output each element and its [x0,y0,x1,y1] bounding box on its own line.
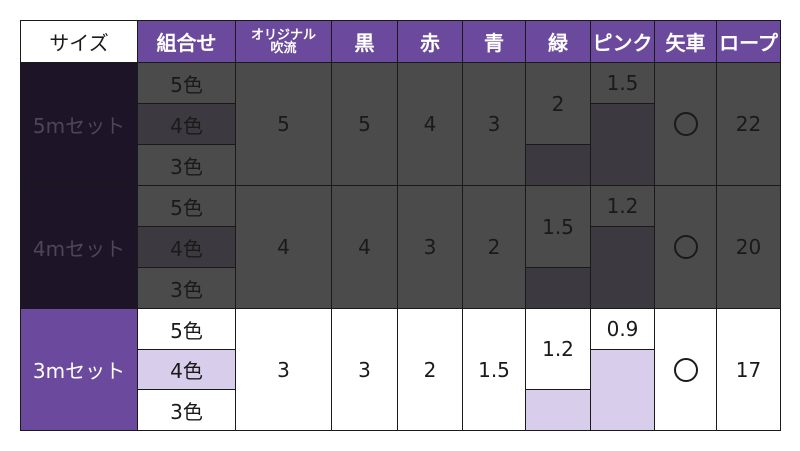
header-black: 黒 [331,20,398,63]
green-empty-cell [525,267,591,309]
count-blue: 3 [462,62,526,186]
count-blue: 2 [462,185,526,309]
header-size: サイズ [20,20,138,63]
count-black: 5 [331,62,398,186]
circle-mark-icon [673,235,698,259]
size-label: 3mセット [20,308,138,431]
yaguruma-included [654,185,717,309]
count-green: 1.5 [525,185,591,268]
count-pink: 0.9 [590,308,655,350]
size-label: 5mセット [20,62,138,186]
header-original: オリジナル 吹流 [235,20,332,63]
count-green: 1.2 [525,308,591,390]
count-original: 3 [235,308,332,431]
count-original: 5 [235,62,332,186]
count-black: 4 [331,185,398,309]
count-black: 3 [331,308,398,431]
circle-mark-icon [673,112,698,136]
count-red: 3 [397,185,463,309]
size-label: 4mセット [20,185,138,309]
yaguruma-included [654,308,717,431]
count-pink: 1.2 [590,185,655,227]
combo-4-colors: 4色 [137,349,236,390]
header-combo: 組合せ [137,20,236,63]
combo-4-colors: 4色 [137,226,236,268]
combo-3-colors: 3色 [137,389,236,431]
pink-empty-cell [590,349,655,431]
count-green: 2 [525,62,591,145]
combo-3-colors: 3色 [137,144,236,186]
header-rope: ロープ [716,20,781,63]
header-red: 赤 [397,20,463,63]
count-pink: 1.5 [590,62,655,104]
header-yaguruma: 矢車 [654,20,717,63]
count-original: 4 [235,185,332,309]
count-red: 2 [397,308,463,431]
circle-mark-icon [673,357,698,382]
pink-empty-cell [590,226,655,309]
header-text: 吹流 [270,40,297,56]
header-green: 緑 [525,20,591,63]
green-empty-cell [525,144,591,186]
combo-5-colors: 5色 [137,185,236,227]
header-pink: ピンク [590,20,655,63]
count-red: 4 [397,62,463,186]
rope-count: 17 [716,308,781,431]
green-empty-cell [525,389,591,431]
combo-5-colors: 5色 [137,308,236,350]
count-blue: 1.5 [462,308,526,431]
rope-count: 20 [716,185,781,309]
pink-empty-cell [590,103,655,186]
rope-count: 22 [716,62,781,186]
yaguruma-included [654,62,717,186]
header-text: オリジナル [250,27,316,43]
combo-5-colors: 5色 [137,62,236,104]
header-blue: 青 [462,20,526,63]
combo-4-colors: 4色 [137,103,236,145]
combo-3-colors: 3色 [137,267,236,309]
